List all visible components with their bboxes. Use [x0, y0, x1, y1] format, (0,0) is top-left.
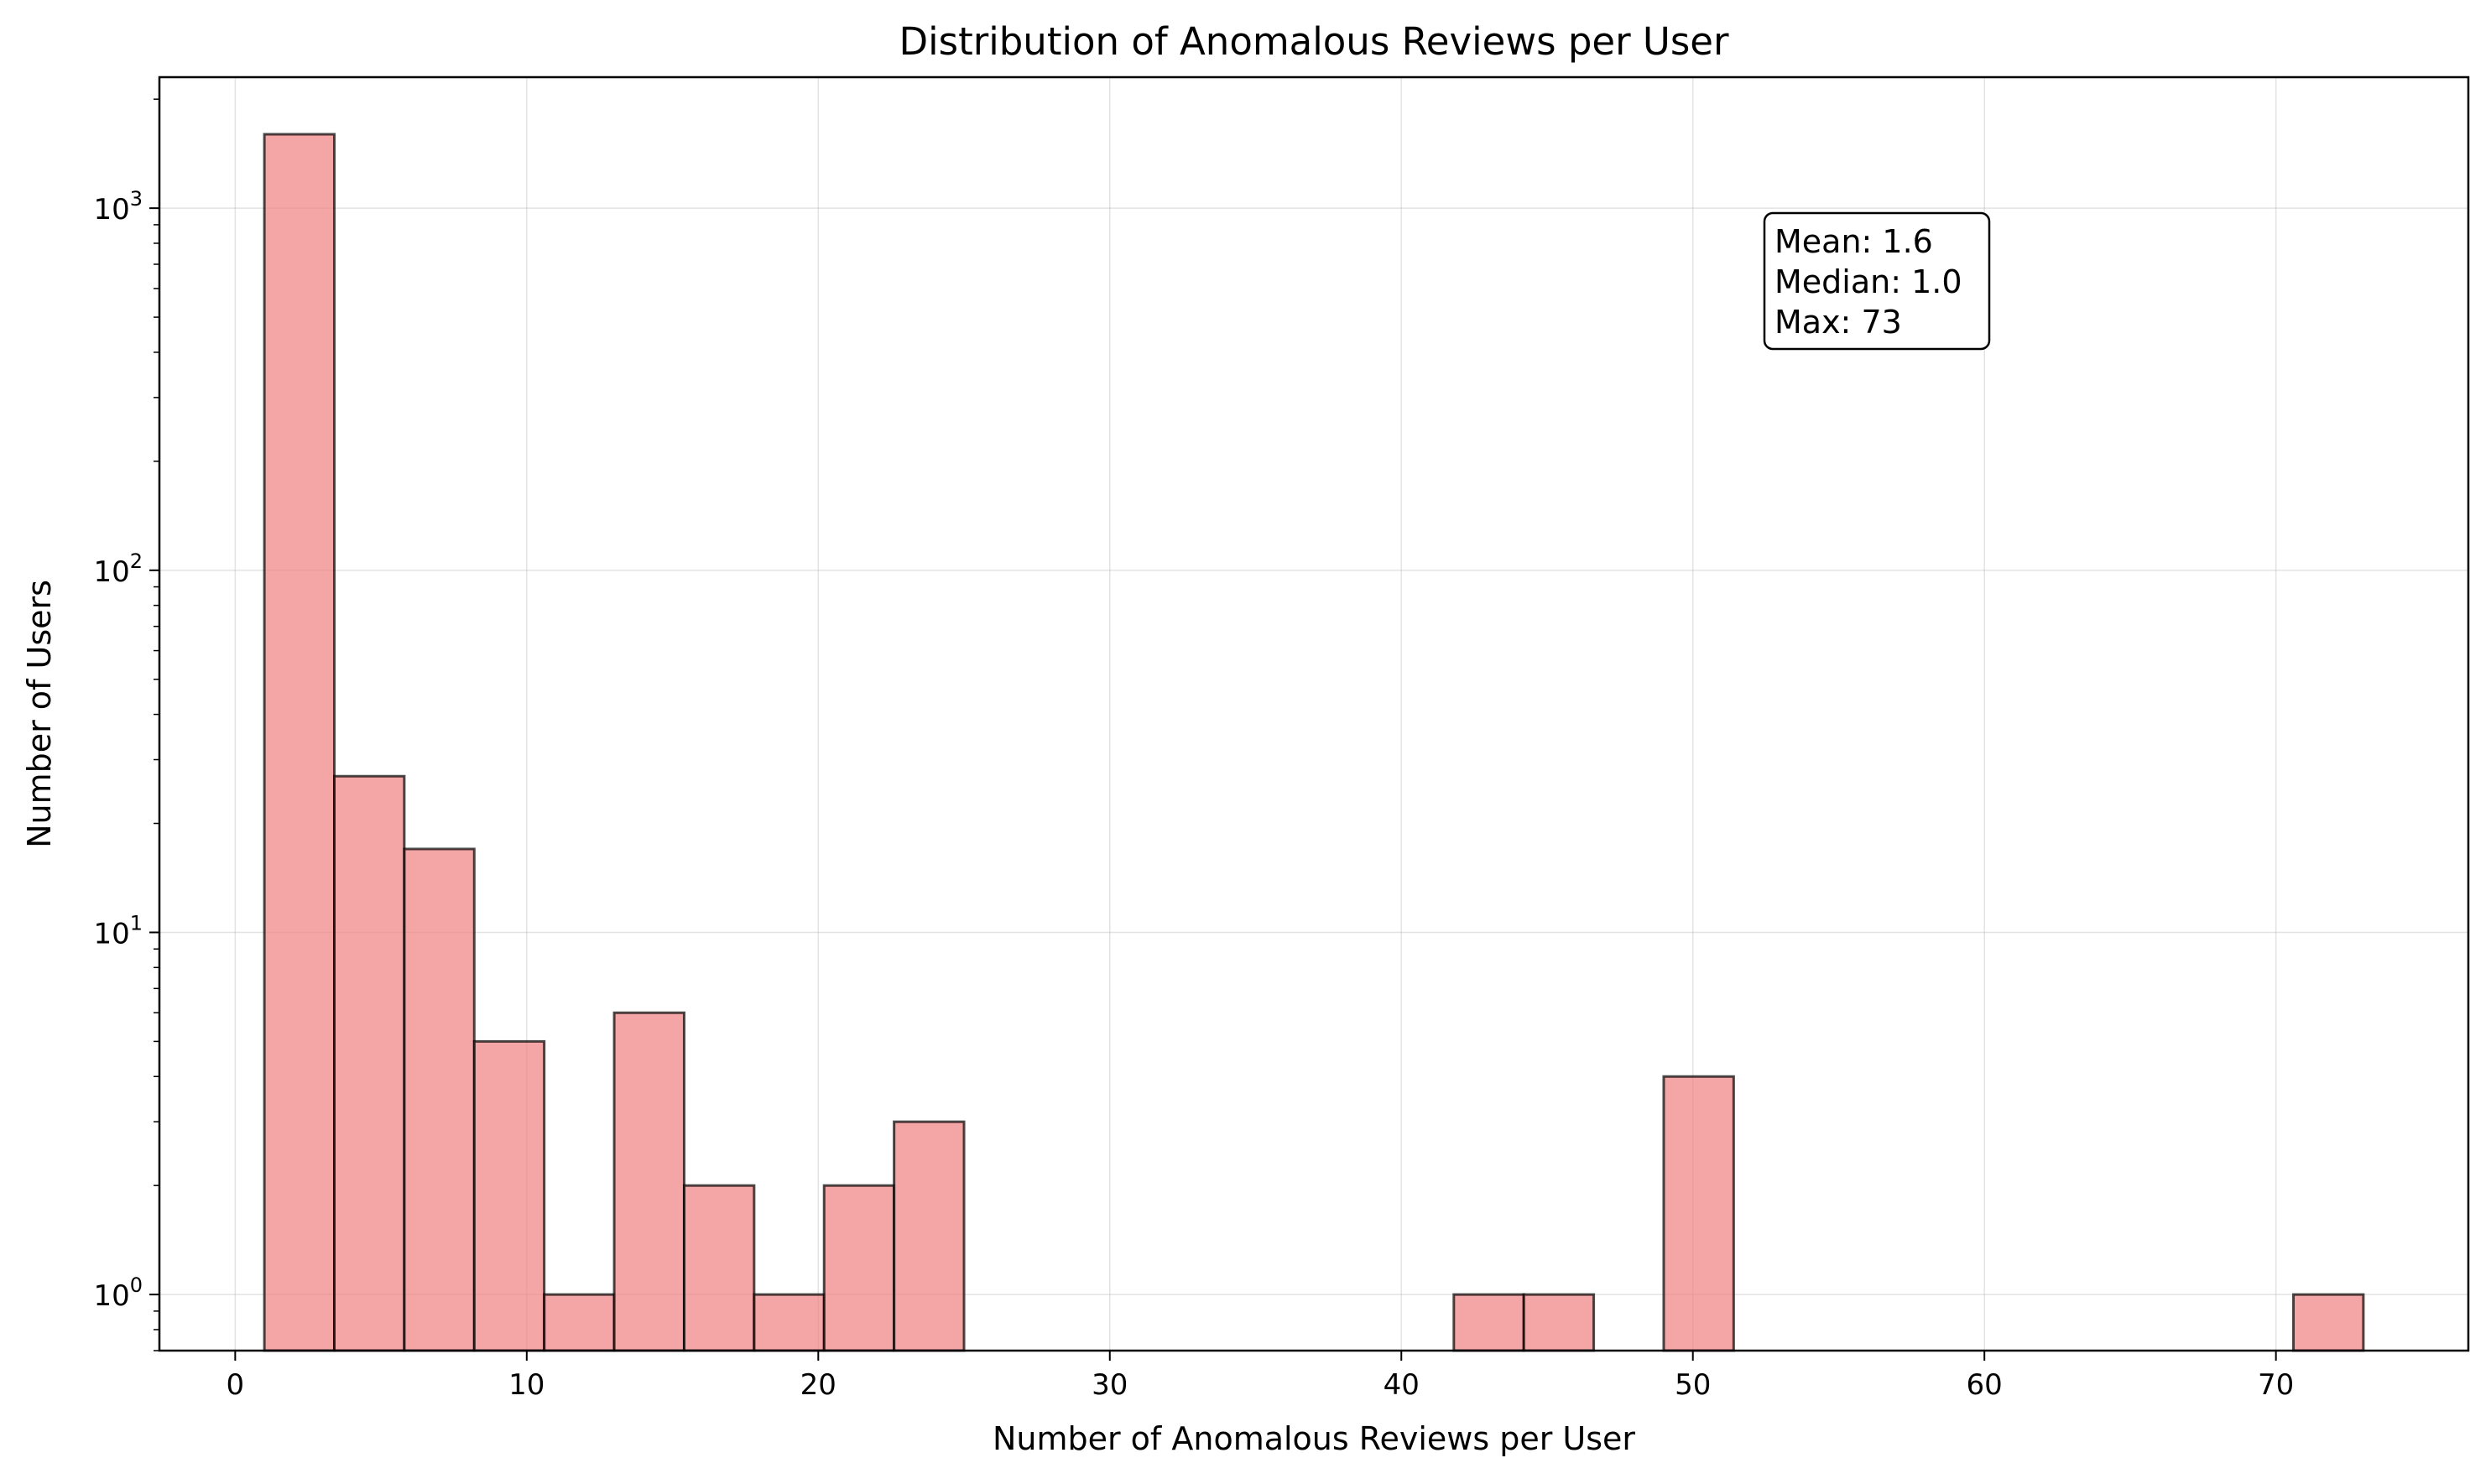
y-tick-label: 100 — [93, 1273, 143, 1313]
y-tick-label: 103 — [93, 187, 143, 227]
histogram-bar — [543, 1293, 616, 1352]
stats-box: Mean: 1.6 Median: 1.0 Max: 73 — [1763, 211, 1991, 351]
histogram-bar — [753, 1293, 826, 1352]
x-tick-label: 30 — [1092, 1368, 1128, 1402]
x-tick-label: 20 — [800, 1368, 836, 1402]
x-tick-label: 70 — [2258, 1368, 2294, 1402]
histogram-bar — [682, 1184, 756, 1352]
x-axis-label: Number of Anomalous Reviews per User — [993, 1420, 1635, 1457]
histogram-bar — [1522, 1293, 1596, 1352]
histogram-bars — [263, 133, 2365, 1352]
stats-median: Median: 1.0 — [1774, 263, 1962, 300]
y-axis-label: Number of Users — [21, 580, 58, 848]
histogram-bar — [263, 133, 336, 1352]
stats-max: Max: 73 — [1774, 304, 1902, 341]
x-tick-label: 60 — [1967, 1368, 2003, 1402]
x-axis: 0 10 20 30 40 50 60 70 — [227, 1351, 2294, 1402]
x-tick-label: 50 — [1675, 1368, 1711, 1402]
histogram-bar — [612, 1011, 685, 1352]
histogram-bar — [822, 1184, 896, 1352]
y-axis: 100 101 102 103 — [93, 98, 159, 1351]
chart-title: Distribution of Anomalous Reviews per Us… — [899, 19, 1729, 64]
y-tick-label: 101 — [93, 911, 143, 950]
histogram-bar — [1452, 1293, 1525, 1352]
x-tick-label: 0 — [227, 1368, 245, 1402]
histogram-bar — [472, 1039, 546, 1352]
x-tick-label: 10 — [508, 1368, 545, 1402]
histogram-bar — [403, 847, 476, 1352]
x-tick-label: 40 — [1384, 1368, 1420, 1402]
histogram-bar — [893, 1120, 966, 1352]
stats-box-frame — [1763, 211, 1991, 351]
stats-mean: Mean: 1.6 — [1774, 223, 1933, 260]
histogram-bar — [332, 774, 406, 1352]
histogram-bar — [1662, 1075, 1735, 1352]
y-tick-label: 102 — [93, 549, 143, 589]
histogram-bar — [2292, 1293, 2365, 1352]
